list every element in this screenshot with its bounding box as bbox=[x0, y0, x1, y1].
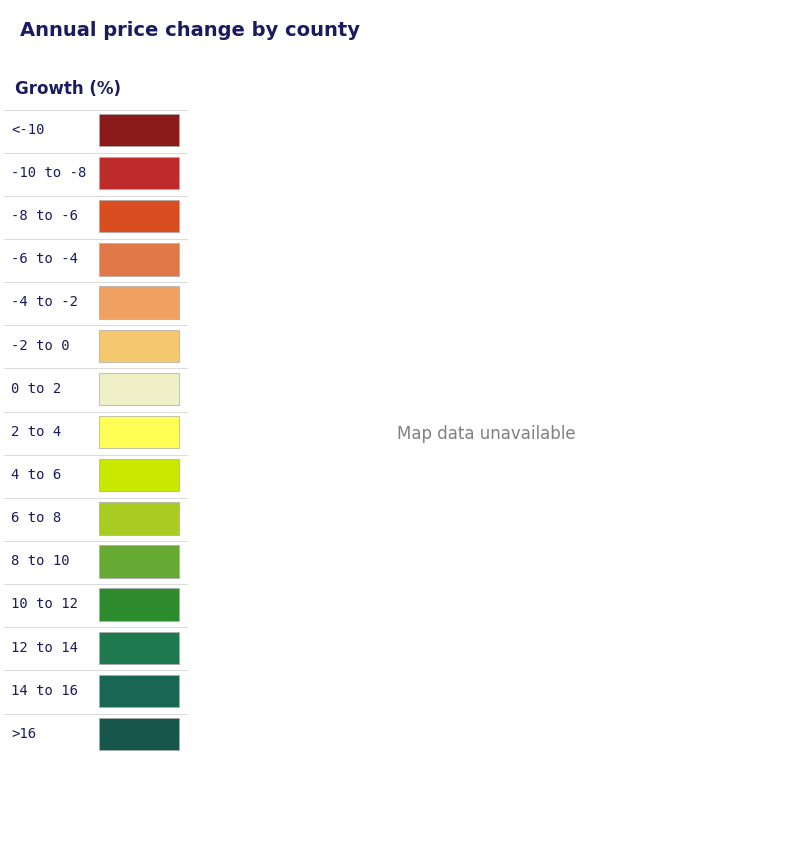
Text: Growth (%): Growth (%) bbox=[15, 80, 122, 97]
Text: <-10: <-10 bbox=[11, 123, 45, 137]
Text: >16: >16 bbox=[11, 727, 36, 741]
Text: -8 to -6: -8 to -6 bbox=[11, 209, 79, 223]
Bar bbox=[99, 114, 179, 146]
Text: 0 to 2: 0 to 2 bbox=[11, 382, 62, 396]
Bar bbox=[99, 632, 179, 664]
Text: 10 to 12: 10 to 12 bbox=[11, 597, 79, 612]
Text: -4 to -2: -4 to -2 bbox=[11, 295, 79, 310]
Bar bbox=[99, 546, 179, 578]
Bar bbox=[99, 287, 179, 319]
Bar bbox=[99, 589, 179, 621]
Text: 2 to 4: 2 to 4 bbox=[11, 425, 62, 439]
Text: Map data unavailable: Map data unavailable bbox=[397, 425, 575, 442]
Text: 14 to 16: 14 to 16 bbox=[11, 684, 79, 698]
Bar bbox=[99, 503, 179, 535]
Text: Annual price change by county: Annual price change by county bbox=[20, 21, 360, 40]
Bar bbox=[99, 373, 179, 405]
Bar bbox=[99, 416, 179, 448]
Bar bbox=[99, 330, 179, 362]
Text: 4 to 6: 4 to 6 bbox=[11, 468, 62, 482]
Text: 8 to 10: 8 to 10 bbox=[11, 554, 70, 569]
Bar bbox=[99, 459, 179, 492]
Text: -6 to -4: -6 to -4 bbox=[11, 252, 79, 266]
Bar bbox=[99, 244, 179, 276]
Text: 6 to 8: 6 to 8 bbox=[11, 511, 62, 525]
Bar bbox=[99, 718, 179, 750]
Text: 12 to 14: 12 to 14 bbox=[11, 640, 79, 655]
Text: -10 to -8: -10 to -8 bbox=[11, 166, 87, 180]
Bar bbox=[99, 157, 179, 190]
Bar bbox=[99, 675, 179, 707]
Text: -2 to 0: -2 to 0 bbox=[11, 338, 70, 353]
Bar bbox=[99, 201, 179, 233]
